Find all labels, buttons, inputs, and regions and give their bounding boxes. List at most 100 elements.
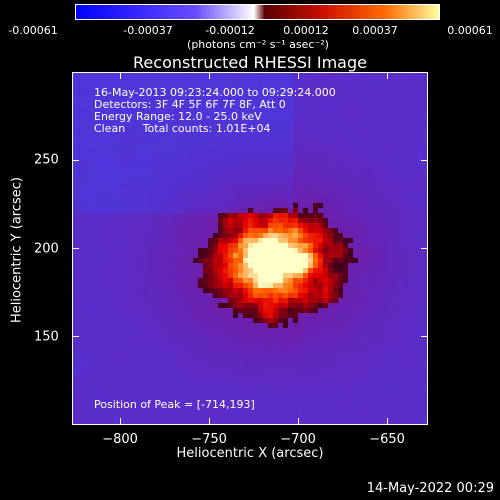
image-pixel (283, 403, 289, 409)
image-pixel (413, 358, 419, 364)
image-pixel (168, 343, 174, 349)
image-pixel (418, 303, 424, 309)
image-pixel (163, 373, 169, 379)
image-pixel (268, 268, 274, 274)
image-pixel (178, 213, 184, 219)
image-pixel (348, 188, 354, 194)
image-pixel (178, 228, 184, 234)
image-pixel (248, 88, 254, 94)
image-pixel (303, 268, 309, 274)
image-pixel (203, 373, 209, 379)
image-pixel (333, 328, 339, 334)
image-pixel (123, 188, 129, 194)
image-pixel (108, 173, 114, 179)
image-pixel (143, 118, 149, 124)
image-pixel (238, 153, 244, 159)
image-pixel (148, 283, 154, 289)
image-pixel (353, 233, 359, 239)
image-pixel (413, 278, 419, 284)
image-pixel (98, 118, 104, 124)
image-pixel (93, 343, 99, 349)
image-pixel (398, 293, 404, 299)
image-pixel (173, 413, 179, 419)
image-pixel (243, 413, 249, 419)
image-pixel (123, 183, 129, 189)
image-pixel (353, 198, 359, 204)
image-pixel (93, 358, 99, 364)
image-pixel (248, 103, 254, 109)
image-pixel (103, 403, 109, 409)
image-pixel (143, 368, 149, 374)
image-pixel (83, 98, 89, 104)
image-pixel (373, 213, 379, 219)
image-pixel (258, 223, 264, 229)
image-pixel (223, 73, 229, 79)
image-pixel (388, 403, 394, 409)
image-pixel (103, 408, 109, 414)
image-pixel (338, 393, 344, 399)
image-pixel (288, 208, 294, 214)
image-pixel (243, 218, 249, 224)
image-pixel (118, 173, 124, 179)
image-pixel (333, 263, 339, 269)
image-pixel (303, 88, 309, 94)
image-pixel (83, 198, 89, 204)
image-pixel (408, 313, 414, 319)
image-pixel (248, 293, 254, 299)
image-pixel (353, 253, 359, 259)
image-pixel (233, 348, 239, 354)
image-pixel (78, 228, 84, 234)
image-pixel (158, 333, 164, 339)
image-pixel (168, 338, 174, 344)
image-pixel (293, 88, 299, 94)
image-pixel (223, 173, 229, 179)
image-pixel (108, 408, 114, 414)
image-pixel (348, 328, 354, 334)
image-pixel (288, 278, 294, 284)
image-pixel (213, 158, 219, 164)
image-pixel (303, 323, 309, 329)
image-pixel (423, 123, 427, 129)
image-pixel (273, 313, 279, 319)
image-pixel (233, 283, 239, 289)
image-pixel (263, 123, 269, 129)
image-pixel (368, 78, 374, 84)
image-pixel (263, 338, 269, 344)
image-pixel (133, 363, 139, 369)
image-pixel (323, 398, 329, 404)
image-pixel (318, 343, 324, 349)
image-pixel (283, 288, 289, 294)
image-pixel (418, 308, 424, 314)
image-pixel (283, 373, 289, 379)
image-pixel (98, 93, 104, 99)
image-pixel (303, 143, 309, 149)
image-pixel (353, 248, 359, 254)
image-pixel (368, 138, 374, 144)
image-pixel (348, 223, 354, 229)
image-pixel (368, 88, 374, 94)
image-pixel (203, 88, 209, 94)
image-pixel (228, 293, 234, 299)
image-pixel (293, 373, 299, 379)
image-pixel (133, 418, 139, 424)
image-pixel (323, 198, 329, 204)
image-pixel (218, 213, 224, 219)
image-pixel (388, 298, 394, 304)
image-pixel (298, 273, 304, 279)
image-pixel (113, 93, 119, 99)
image-pixel (128, 143, 134, 149)
image-pixel (353, 118, 359, 124)
image-pixel (258, 348, 264, 354)
image-pixel (133, 163, 139, 169)
image-pixel (143, 188, 149, 194)
image-pixel (128, 248, 134, 254)
image-pixel (273, 108, 279, 114)
image-pixel (333, 158, 339, 164)
image-pixel (353, 373, 359, 379)
image-pixel (158, 408, 164, 414)
image-pixel (348, 93, 354, 99)
image-pixel (423, 153, 427, 159)
image-pixel (158, 103, 164, 109)
image-pixel (223, 193, 229, 199)
image-pixel (268, 133, 274, 139)
